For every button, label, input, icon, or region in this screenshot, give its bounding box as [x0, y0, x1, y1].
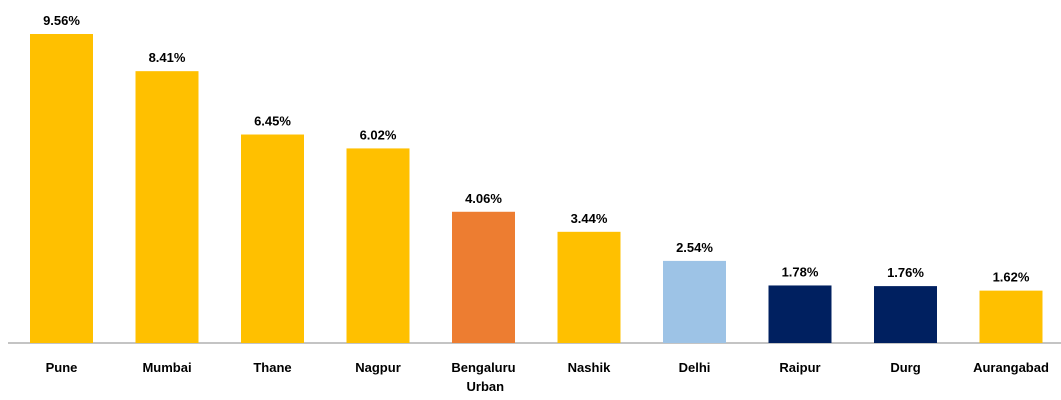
- x-tick-label: Mumbai: [142, 360, 191, 375]
- bar: [768, 285, 832, 343]
- x-tick-label: Nashik: [568, 360, 611, 375]
- bar: [135, 71, 199, 343]
- x-tick-label: Nagpur: [355, 360, 401, 375]
- data-label: 1.78%: [782, 264, 819, 279]
- x-tick-label: Raipur: [779, 360, 820, 375]
- x-tick-label: Aurangabad: [973, 360, 1049, 375]
- x-tick-label: Delhi: [679, 360, 711, 375]
- data-label: 3.44%: [571, 211, 608, 226]
- bar: [979, 290, 1043, 343]
- data-label: 1.62%: [993, 270, 1030, 285]
- bar: [452, 211, 515, 343]
- data-label: 6.45%: [254, 114, 291, 129]
- bar: [346, 148, 410, 343]
- x-tick-label: Bengaluru Urban: [451, 360, 515, 394]
- bar: [557, 231, 621, 343]
- bar: [30, 34, 93, 343]
- x-tick-label: Pune: [46, 360, 78, 375]
- bar: [241, 134, 304, 343]
- bar: [663, 260, 726, 343]
- data-label: 4.06%: [465, 191, 502, 206]
- x-tick-label: Thane: [253, 360, 291, 375]
- data-label: 8.41%: [149, 50, 186, 65]
- data-label: 2.54%: [676, 240, 713, 255]
- data-label: 9.56%: [43, 13, 80, 28]
- data-label: 1.76%: [887, 265, 924, 280]
- x-tick-label: Durg: [890, 360, 920, 375]
- bar: [874, 286, 937, 343]
- data-label: 6.02%: [360, 127, 397, 142]
